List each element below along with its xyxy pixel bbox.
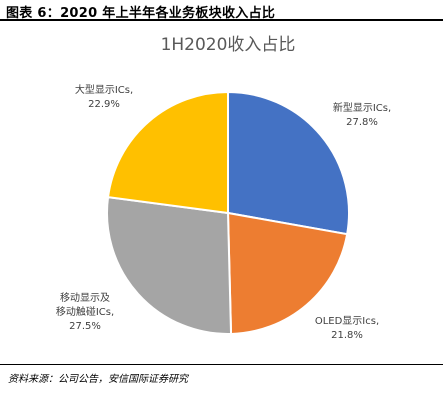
slice-label-2-line1: 移动显示及 — [60, 291, 110, 304]
slice-label-2-percent: 27.5% — [69, 321, 101, 332]
pie-slices — [106, 90, 350, 335]
slice-label-1-percent: 21.8% — [331, 330, 363, 341]
slice-label-2-line2: 移动触碰ICs, — [56, 305, 114, 318]
source-note: 资料来源：公司公告，安信国际证券研究 — [8, 374, 188, 385]
slice-label-0-percent: 27.8% — [346, 117, 378, 128]
pie-chart: 1H2020收入占比 新型显示ICs, 27.8% OLED显示Ics, 21.… — [56, 35, 391, 341]
slice-label-1-name: OLED显示Ics, — [315, 315, 379, 327]
pie-slice-2 — [106, 195, 233, 335]
pie-slice-3 — [106, 90, 229, 215]
slice-label-3-percent: 22.9% — [88, 99, 120, 110]
pie-slice-0 — [227, 90, 350, 236]
slice-label-0-name: 新型显示ICs, — [333, 101, 391, 114]
chart-title: 1H2020收入占比 — [161, 35, 296, 55]
pie-slice-1 — [226, 211, 349, 335]
figure-title: 图表 6：2020 年上半年各业务板块收入占比 — [6, 6, 276, 21]
bottom-rule — [0, 364, 443, 365]
slice-label-3-name: 大型显示ICs, — [75, 83, 133, 96]
top-rule — [0, 19, 443, 21]
